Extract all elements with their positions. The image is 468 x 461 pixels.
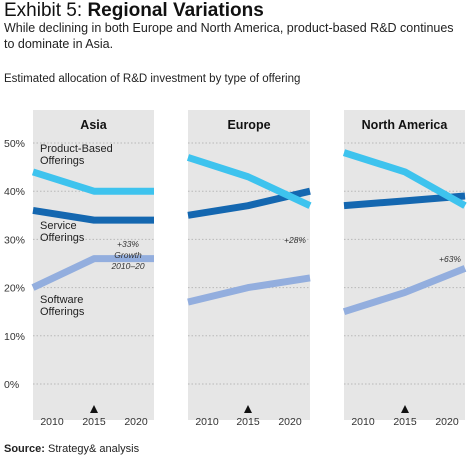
x-tick-label-2020-panel-1: 2020 xyxy=(124,416,148,428)
growth-annotation-panel-1-line-2: Growth xyxy=(114,250,142,260)
series-line-software-panel-3 xyxy=(342,265,467,316)
chart-caption: Estimated allocation of R&D investment b… xyxy=(4,73,301,85)
series-label-product-line-1: Product-Based xyxy=(40,143,113,155)
source-text: Strategy& analysis xyxy=(44,443,140,455)
marker-triangle-icon-panel-3 xyxy=(401,405,409,413)
exhibit-title-bold: Regional Variations xyxy=(87,0,264,21)
source-note: Source: Strategy& analysis xyxy=(4,443,139,455)
source-label: Source: xyxy=(4,443,45,455)
growth-annotation-panel-3-line-1: +63% xyxy=(439,254,461,264)
marker-triangle-icon-panel-2 xyxy=(244,405,252,413)
series-line-service-panel-1 xyxy=(32,207,154,224)
y-tick-label-0: 0% xyxy=(4,379,19,391)
panel-background-1 xyxy=(33,110,154,420)
y-tick-label-3: 30% xyxy=(4,234,25,246)
x-tick-label-2020-panel-2: 2020 xyxy=(278,416,302,428)
exhibit-title: Exhibit 5: Regional Variations xyxy=(4,0,264,22)
series-label-product-line-2: Offerings xyxy=(40,155,85,167)
series-line-software-panel-1 xyxy=(31,255,154,291)
panel-title-3: North America xyxy=(362,118,449,132)
panel-title-2: Europe xyxy=(227,118,270,132)
x-tick-label-2015-panel-2: 2015 xyxy=(236,416,260,428)
x-tick-label-2015-panel-3: 2015 xyxy=(393,416,417,428)
x-tick-label-2015-panel-1: 2015 xyxy=(82,416,106,428)
panel-background-2 xyxy=(188,110,310,420)
y-tick-label-1: 10% xyxy=(4,331,25,343)
growth-annotation-panel-1-line-1: +33% xyxy=(117,239,139,249)
growth-annotation-panel-1-line-3: 2010–20 xyxy=(110,261,144,271)
y-tick-label-4: 40% xyxy=(4,186,25,198)
series-label-software-line-2: Offerings xyxy=(40,306,85,318)
series-label-software-line-1: Software xyxy=(40,294,83,306)
x-tick-label-2020-panel-3: 2020 xyxy=(435,416,459,428)
x-tick-label-2010-panel-2: 2010 xyxy=(195,416,219,428)
x-tick-label-2010-panel-3: 2010 xyxy=(351,416,375,428)
series-line-software-panel-2 xyxy=(187,274,311,306)
marker-triangle-icon-panel-1 xyxy=(90,405,98,413)
series-line-product-panel-2 xyxy=(186,154,312,209)
x-tick-label-2010-panel-1: 2010 xyxy=(40,416,64,428)
series-label-service-line-1: Service xyxy=(40,220,77,232)
y-tick-label-5: 50% xyxy=(4,138,25,150)
series-label-service-line-2: Offerings xyxy=(40,232,85,244)
series-line-product-panel-1 xyxy=(31,168,154,195)
y-tick-label-2: 20% xyxy=(4,283,25,295)
series-line-product-panel-3 xyxy=(342,149,467,209)
growth-annotation-panel-2-line-1: +28% xyxy=(284,235,306,245)
exhibit-subtitle: While declining in both Europe and North… xyxy=(4,21,454,51)
panel-title-1: Asia xyxy=(80,118,107,132)
exhibit-prefix: Exhibit 5: xyxy=(4,0,88,21)
